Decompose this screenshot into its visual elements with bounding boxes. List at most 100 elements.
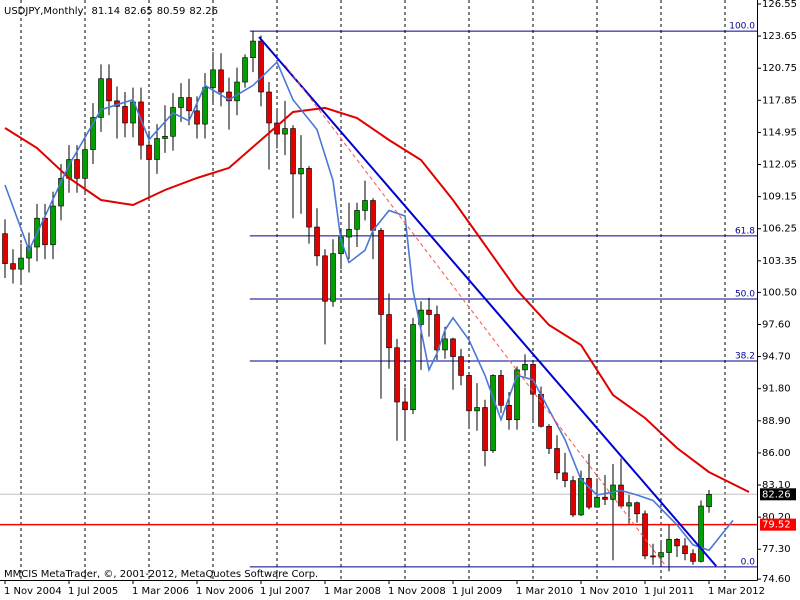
candle-body xyxy=(250,40,256,58)
chart-title: USDJPY,Monthly 81.14 82.65 80.59 82.26 xyxy=(4,6,218,17)
y-tick-label: 77.30 xyxy=(762,544,791,555)
level-label-box xyxy=(760,518,796,531)
y-tick-label: 91.80 xyxy=(762,384,791,395)
y-tick-label: 74.60 xyxy=(762,574,791,585)
candle-body xyxy=(626,502,632,507)
candle-body xyxy=(674,538,680,547)
candle-body xyxy=(74,159,80,179)
y-tick-label: 126.55 xyxy=(762,0,797,10)
x-tick-label: 1 Jul 2005 xyxy=(68,586,118,597)
x-tick-label: 1 Mar 2008 xyxy=(324,586,381,597)
candle-body xyxy=(546,426,552,449)
candle-body xyxy=(346,228,352,238)
trendline xyxy=(258,36,717,567)
candle-body xyxy=(298,168,304,175)
candle-body xyxy=(218,69,224,93)
candle-body xyxy=(658,552,664,558)
moving-average xyxy=(4,60,734,552)
candle-body xyxy=(466,375,472,412)
candle-body xyxy=(186,97,192,112)
candle-body xyxy=(482,407,488,451)
candle-body xyxy=(90,117,96,150)
candle-body xyxy=(698,505,704,562)
current-price-label: 82.26 xyxy=(762,489,791,500)
candle-body xyxy=(42,217,48,246)
candle-body xyxy=(498,375,504,406)
candle-body xyxy=(258,40,264,93)
y-tick-label: 109.15 xyxy=(762,192,797,203)
candle-body xyxy=(562,472,568,481)
x-tick-label: 1 Nov 2006 xyxy=(196,586,254,597)
candle-body xyxy=(290,128,296,175)
moving-average xyxy=(4,106,750,493)
candle-body xyxy=(266,91,272,124)
y-tick-label: 106.25 xyxy=(762,224,797,235)
candle-body xyxy=(458,356,464,376)
candle-body xyxy=(434,314,440,351)
candle-body xyxy=(514,369,520,420)
candle-body xyxy=(146,144,152,160)
candle-body xyxy=(410,324,416,411)
candle-body xyxy=(522,364,528,371)
candle-body xyxy=(594,496,600,508)
candle-body xyxy=(210,69,216,88)
footer: MMCIS MetaTrader, ©, 2001-2012, MetaQuot… xyxy=(4,569,318,580)
plot: 100.0 61.8 50.0 38.2 0.0 xyxy=(0,22,757,572)
candle-body xyxy=(130,101,136,124)
x-tick-label: 1 Jul 2007 xyxy=(260,586,310,597)
candle-body xyxy=(602,496,608,500)
candle-body xyxy=(586,478,592,508)
candle-body xyxy=(202,87,208,125)
y-tick-label: 100.50 xyxy=(762,287,797,298)
candle-body xyxy=(170,107,176,137)
candle-body xyxy=(322,255,328,302)
candle-body xyxy=(490,375,496,451)
y-tick-label: 86.00 xyxy=(762,448,791,459)
x-tick-label: 1 Nov 2010 xyxy=(580,586,638,597)
candle-body xyxy=(506,405,512,420)
y-tick-label: 103.35 xyxy=(762,256,797,267)
fib-label: 61.8 xyxy=(735,226,755,236)
x-tick-label: 1 Mar 2012 xyxy=(708,586,765,597)
candle-body xyxy=(26,246,32,259)
candle-body xyxy=(226,91,232,102)
symbol: USDJPY,Monthly xyxy=(4,6,84,17)
low: 80.59 xyxy=(157,6,186,17)
candle-body xyxy=(706,494,712,508)
y-tick-label: 120.75 xyxy=(762,63,797,74)
y-tick-label: 94.70 xyxy=(762,352,791,363)
candle-body xyxy=(634,502,640,515)
candle-body xyxy=(402,401,408,411)
fib-label: 50.0 xyxy=(735,290,755,300)
y-tick-label: 112.05 xyxy=(762,160,797,171)
candle-body xyxy=(234,81,240,102)
candle-body xyxy=(58,178,64,207)
candle-body xyxy=(426,309,432,315)
fib-label: 0.0 xyxy=(741,557,756,567)
y-tick-label: 80.20 xyxy=(762,512,791,523)
x-tick-label: 1 Nov 2004 xyxy=(4,586,62,597)
candle-body xyxy=(122,106,128,124)
candle-body xyxy=(354,210,360,230)
current-price-box xyxy=(760,488,796,501)
candle-body xyxy=(314,226,320,257)
candle-body xyxy=(682,545,688,554)
candle-body xyxy=(650,555,656,558)
candle-body xyxy=(690,553,696,562)
fib-label: 100.0 xyxy=(729,22,755,32)
candle-body xyxy=(18,257,24,270)
candle-body xyxy=(330,253,336,302)
fib-label: 38.2 xyxy=(735,352,755,362)
y-tick-label: 83.10 xyxy=(762,480,791,491)
candle-body xyxy=(474,407,480,412)
open: 81.14 xyxy=(91,6,120,17)
candle-body xyxy=(10,263,16,270)
candle-body xyxy=(194,110,200,125)
x-tick-label: 1 Nov 2008 xyxy=(388,586,446,597)
candle-body xyxy=(138,101,144,146)
y-tick-label: 123.65 xyxy=(762,31,797,42)
level-label: 79.52 xyxy=(762,520,791,531)
